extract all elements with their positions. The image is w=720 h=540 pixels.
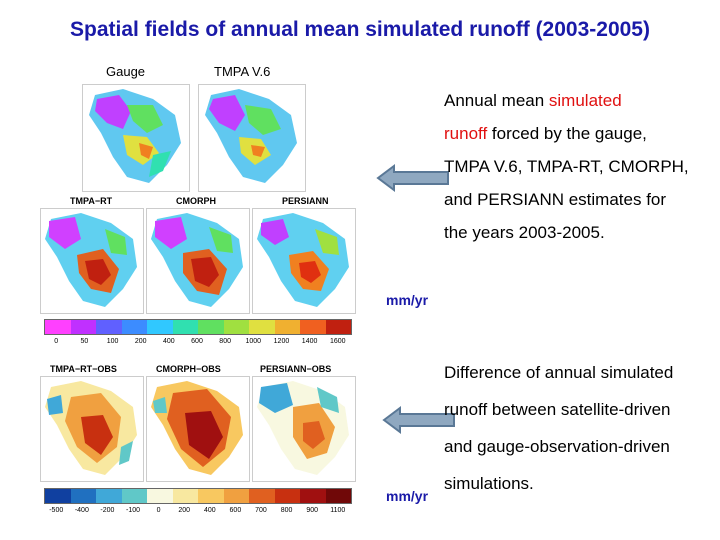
left-arrow-icon-1 [376,164,449,192]
colorbar-runoff-ticks: 0 50 100 200 400 600 800 1000 1200 1400 1600 [44,338,350,348]
highlight-simulated: simulated [548,91,622,110]
colorbar-swatch [121,320,147,334]
colorbar-tick-label: -100 [126,507,141,514]
colorbar-difference-ticks: -500 -400 -200 -100 0 200 400 600 700 800 900 1100 [44,507,350,517]
colorbar-tick-label: -500 [49,507,64,514]
colorbar-runoff [44,319,352,335]
difference-map-cmorph-obs-image [151,381,243,475]
colorbar-tick-label: 200 [134,338,147,345]
colorbar-tick-label: 1600 [329,338,346,345]
colorbar-swatch [70,320,96,334]
label-cmorph-obs: CMORPH−OBS [156,364,221,374]
colorbar-swatch [223,489,249,503]
colorbar-tick-label: 800 [219,338,231,345]
label-tmpa-v6: TMPA V.6 [214,64,271,79]
label-gauge: Gauge [106,64,146,79]
description-runoff: Annual mean simulated runoff forced by t… [444,84,694,249]
map-tmpa-v6 [198,84,306,192]
colorbar-tick-label: 50 [80,338,89,345]
colorbar-swatch [96,320,122,334]
label-persiann-obs: PERSIANN−OBS [260,364,332,374]
highlight-runoff: runoff [444,124,488,143]
left-arrow-icon-2 [382,406,455,434]
colorbar-tick-label: 1400 [301,338,318,345]
map-persiann [252,208,356,314]
colorbar-tick-label: 900 [306,507,318,514]
colorbar-swatch [274,320,300,334]
map-gauge [82,84,190,192]
label-tmpa-rt: TMPA−RT [70,196,113,206]
colorbar-tick-label: 1100 [330,507,346,514]
colorbar-tick-label: 0 [156,507,161,514]
colorbar-swatch [198,489,224,503]
colorbar-tick-label: -200 [100,507,115,514]
colorbar-difference [44,488,352,504]
units-label-2: mm/yr [386,488,429,504]
colorbar-swatch [249,320,275,334]
colorbar-swatch [325,489,351,503]
colorbar-tick-label: -400 [74,507,89,514]
runoff-map-gauge-image [89,89,181,183]
colorbar-swatch [172,320,198,334]
map-tmpa-rt-obs [40,376,144,482]
colorbar-tick-label: 1200 [273,338,290,345]
colorbar-swatch [70,489,96,503]
colorbar-swatch [45,489,71,503]
label-tmpa-rt-obs: TMPA−RT−OBS [50,364,117,374]
colorbar-swatch [147,489,173,503]
label-cmorph: CMORPH [176,196,216,206]
map-cmorph-obs [146,376,250,482]
colorbar-swatch [223,320,249,334]
colorbar-tick-label: 400 [203,507,216,514]
colorbar-swatch [300,489,326,503]
map-persiann-obs [252,376,356,482]
colorbar-swatch [96,489,122,503]
colorbar-tick-label: 200 [178,507,191,514]
colorbar-swatch [300,320,326,334]
map-tmpa-rt [40,208,144,314]
difference-map-tmpa-rt-obs-image [45,381,137,475]
colorbar-tick-label: 0 [54,338,59,345]
label-persiann: PERSIANN [282,196,329,206]
description-runoff-part1: Annual mean [444,91,549,110]
colorbar-swatch [325,320,351,334]
colorbar-tick-label: 600 [191,338,203,345]
colorbar-tick-label: 1000 [245,338,262,345]
description-runoff-part2: forced by the gauge, TMPA V.6, TMPA-RT, … [444,124,689,242]
slide-title: Spatial fields of annual mean simulated … [70,18,650,41]
colorbar-tick-label: 800 [280,507,293,514]
difference-map-persiann-obs-image [257,381,349,475]
units-label-1: mm/yr [386,292,429,308]
runoff-map-persiann-image [257,213,349,307]
map-cmorph [146,208,250,314]
description-difference: Difference of annual simulated runoff be… [444,363,674,493]
colorbar-swatch [274,489,300,503]
colorbar-swatch [121,489,147,503]
colorbar-swatch [249,489,275,503]
colorbar-swatch [198,320,224,334]
colorbar-swatch [147,320,173,334]
runoff-map-tmpa-v6-image [205,89,297,183]
colorbar-tick-label: 400 [163,338,175,345]
colorbar-swatch [172,489,198,503]
colorbar-tick-label: 700 [255,507,267,514]
runoff-map-cmorph-image [151,213,243,307]
colorbar-swatch [45,320,71,334]
colorbar-tick-label: 600 [229,507,242,514]
colorbar-tick-label: 100 [106,338,119,345]
runoff-map-tmpa-rt-image [45,213,137,307]
